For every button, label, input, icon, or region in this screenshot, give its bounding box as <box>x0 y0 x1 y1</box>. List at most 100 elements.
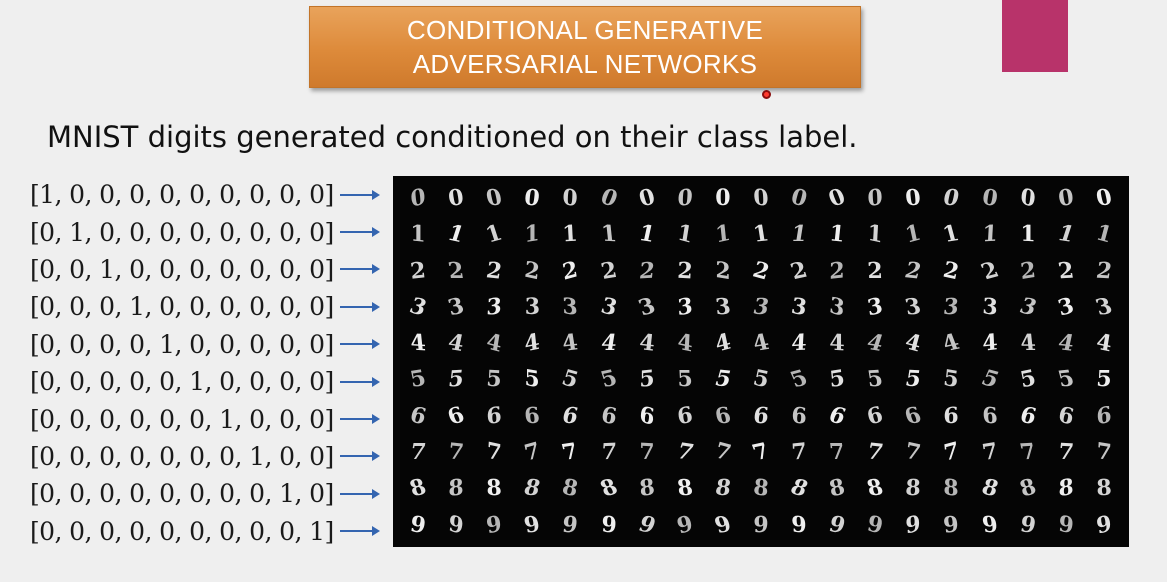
generated-digit: 7 <box>712 437 734 467</box>
generated-digit: 6 <box>560 402 581 430</box>
decorative-pink-block <box>1002 0 1068 72</box>
generated-digit: 9 <box>1018 511 1038 539</box>
generated-digit: 0 <box>635 183 658 213</box>
generated-digit: 2 <box>1056 257 1076 285</box>
generated-digit: 4 <box>676 328 693 359</box>
generated-digit: 4 <box>560 329 581 357</box>
generated-digit: 8 <box>713 475 733 502</box>
one-hot-label-vector: [0, 1, 0, 0, 0, 0, 0, 0, 0, 0] <box>30 217 334 247</box>
generated-digit: 2 <box>598 256 619 285</box>
generated-digit: 2 <box>484 257 504 285</box>
generated-digit: 7 <box>447 438 466 466</box>
generated-digit: 1 <box>940 220 963 249</box>
slide-title-line-2: ADVERSARIAL NETWORKS <box>412 49 758 79</box>
one-hot-label-vector: [0, 0, 1, 0, 0, 0, 0, 0, 0, 0] <box>30 254 334 284</box>
generated-digit: 6 <box>1055 401 1076 431</box>
arrow-right-icon <box>340 526 380 537</box>
generated-digit: 6 <box>1016 402 1039 430</box>
generated-digit: 3 <box>789 292 809 322</box>
generated-digit: 9 <box>753 511 769 539</box>
generated-digit: 4 <box>750 329 772 358</box>
generated-digit: 1 <box>1093 219 1115 249</box>
arrow-right-icon <box>340 301 380 312</box>
generated-digit: 7 <box>486 437 503 467</box>
label-row: [0, 0, 0, 0, 0, 1, 0, 0, 0, 0] <box>30 363 390 400</box>
generated-digit: 9 <box>561 511 580 538</box>
arrow-right-icon <box>340 488 380 499</box>
generated-digit: 9 <box>711 511 735 539</box>
generated-digit: 7 <box>673 438 697 466</box>
generated-digit: 0 <box>980 184 1000 213</box>
arrow-right-icon <box>340 189 380 200</box>
generated-digit: 8 <box>752 474 770 503</box>
generated-digit: 8 <box>978 474 1002 503</box>
generated-digit: 0 <box>1093 184 1115 212</box>
one-hot-label-vector: [0, 0, 0, 0, 0, 0, 0, 0, 1, 0] <box>30 479 334 509</box>
generated-digit: 6 <box>598 401 619 430</box>
slide-title-box: CONDITIONAL GENERATIVE ADVERSARIAL NETWO… <box>309 6 861 88</box>
generated-digit: 8 <box>943 474 960 503</box>
generated-digit: 9 <box>600 511 617 539</box>
generated-digit: 3 <box>1092 293 1116 321</box>
generated-digit: 2 <box>715 256 731 286</box>
generated-digit: 5 <box>711 366 734 394</box>
generated-digit: 5 <box>407 365 429 394</box>
slide-subtitle: MNIST digits generated conditioned on th… <box>47 120 858 154</box>
generated-digit: 2 <box>446 257 466 284</box>
generated-digit: 7 <box>903 437 923 467</box>
generated-digit: 4 <box>790 329 808 357</box>
generated-digit: 8 <box>637 474 656 503</box>
generated-digit: 0 <box>596 183 621 213</box>
generated-digit: 6 <box>712 402 734 430</box>
generated-digit: 3 <box>903 293 924 321</box>
generated-digit: 1 <box>675 219 695 250</box>
generated-digit: 2 <box>523 256 542 286</box>
generated-digit: 6 <box>790 402 808 430</box>
generated-digit: 1 <box>599 220 618 248</box>
generated-digit: 3 <box>981 293 998 321</box>
label-row: [0, 0, 0, 0, 1, 0, 0, 0, 0, 0] <box>30 326 390 363</box>
generated-digit: 0 <box>483 184 505 212</box>
generated-digit: 5 <box>903 366 924 393</box>
laser-pointer-dot <box>762 90 771 99</box>
generated-digit: 6 <box>407 401 429 431</box>
generated-digit: 0 <box>715 185 731 212</box>
generated-digit: 8 <box>1016 474 1040 503</box>
generated-digit: 9 <box>942 511 961 539</box>
generated-digit: 2 <box>1094 257 1114 285</box>
generated-digit: 2 <box>749 256 773 286</box>
generated-digit: 4 <box>902 328 925 358</box>
one-hot-label-vector: [0, 0, 0, 0, 0, 0, 1, 0, 0, 0] <box>30 404 334 434</box>
generated-digit: 1 <box>636 220 657 249</box>
generated-digit: 5 <box>1054 366 1077 394</box>
generated-digit: 6 <box>981 402 998 430</box>
generated-digit: 5 <box>597 365 621 394</box>
one-hot-label-vector: [0, 0, 0, 0, 1, 0, 0, 0, 0, 0] <box>30 329 334 359</box>
arrow-right-icon <box>340 414 380 425</box>
arrow-right-icon <box>340 376 380 387</box>
generated-digit: 1 <box>482 220 506 249</box>
generated-digit: 8 <box>905 475 922 502</box>
label-row: [1, 0, 0, 0, 0, 0, 0, 0, 0, 0] <box>30 176 390 213</box>
label-row: [0, 0, 0, 0, 0, 0, 0, 0, 1, 0] <box>30 475 390 512</box>
arrow-right-icon <box>340 227 380 238</box>
generated-digit: 3 <box>597 292 620 322</box>
generated-digit: 8 <box>560 474 581 503</box>
generated-digit: 9 <box>522 511 543 539</box>
label-row: [0, 0, 0, 0, 0, 0, 0, 0, 0, 1] <box>30 513 390 550</box>
generated-digit: 8 <box>675 475 695 502</box>
generated-digit: 6 <box>751 402 771 429</box>
generated-digit: 9 <box>1056 510 1075 540</box>
generated-digit: 0 <box>562 183 579 213</box>
generated-digit: 4 <box>1055 329 1077 357</box>
generated-digit: 3 <box>942 294 961 321</box>
generated-digit: 5 <box>676 366 694 393</box>
one-hot-label-vector: [0, 0, 0, 0, 0, 0, 0, 0, 0, 1] <box>30 516 334 546</box>
generated-digit: 9 <box>408 510 428 539</box>
generated-digit: 7 <box>1056 438 1075 466</box>
generated-digit: 4 <box>598 330 619 357</box>
generated-digit: 7 <box>600 438 617 466</box>
generated-digit: 3 <box>562 293 579 321</box>
generated-digit: 4 <box>637 329 656 358</box>
